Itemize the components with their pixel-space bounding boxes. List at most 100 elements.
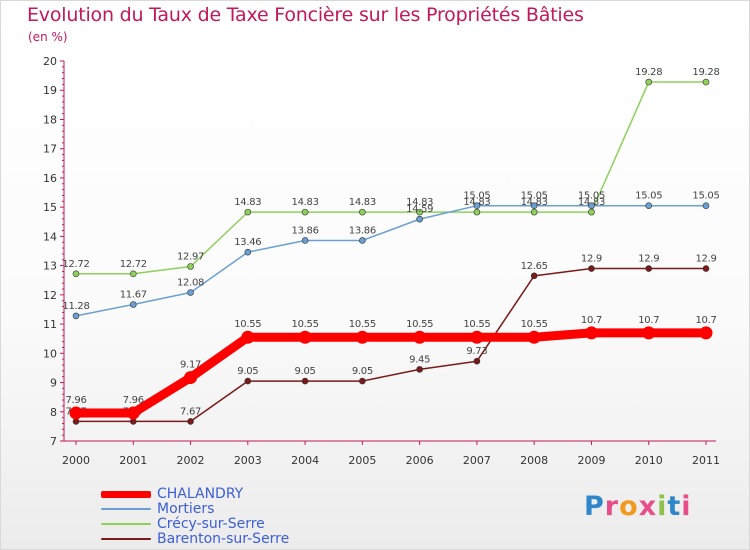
data-label: 13.86: [292, 225, 319, 236]
legend-label-mortiers: Mortiers: [157, 501, 215, 517]
logo-letter: o: [619, 491, 639, 522]
data-label: 12.08: [177, 278, 204, 289]
series-chalandry: 7.96 7.96 9.17 10.55 10.55 10.55 10.55 10.55 10.…: [65, 315, 717, 420]
y-tick-label: 15: [43, 201, 57, 214]
data-label: 9.05: [237, 366, 258, 377]
data-label: 12.97: [177, 251, 204, 262]
data-label: 14.83: [234, 197, 261, 208]
data-label: 15.05: [692, 191, 719, 202]
data-label: 11.28: [62, 301, 89, 312]
data-point: [584, 326, 598, 340]
data-point: [184, 371, 198, 385]
data-point: [298, 330, 312, 344]
data-label: 10.55: [349, 319, 376, 330]
data-label: 15.05: [521, 191, 548, 202]
data-point: [699, 326, 713, 340]
legend-item-chalandry: CHALANDRY: [101, 486, 243, 502]
y-tick-label: 10: [43, 347, 57, 360]
logo-letter: i: [681, 491, 692, 522]
data-label: 9.17: [180, 360, 201, 371]
data-point: [359, 237, 366, 244]
data-label: 14.83: [349, 197, 376, 208]
x-tick-label: 2002: [177, 454, 205, 467]
legend-swatch-crecy: [101, 523, 151, 525]
data-point: [416, 208, 423, 216]
data-point: [359, 377, 366, 385]
data-point: [702, 78, 710, 86]
data-label: 14.83: [292, 197, 319, 208]
series-line: [75, 81, 707, 275]
data-point: [72, 270, 80, 278]
data-point: [359, 208, 366, 216]
logo-letter: r: [604, 491, 620, 522]
data-label: 12.9: [638, 254, 659, 265]
data-label: 12.9: [581, 254, 602, 265]
y-tick-label: 11: [43, 318, 57, 331]
data-point: [527, 330, 541, 344]
y-tick-label: 14: [43, 230, 57, 243]
legend-item-crecy: Crécy-sur-Serre: [101, 516, 265, 532]
data-label: 7.96: [123, 395, 144, 406]
data-point: [187, 289, 194, 296]
logo-letter: t: [667, 491, 682, 522]
data-point: [642, 326, 656, 340]
y-tick-label: 9: [50, 377, 57, 390]
data-point: [244, 208, 252, 216]
series-line: [75, 204, 707, 317]
x-tick-label: 2011: [692, 454, 720, 467]
data-point: [470, 330, 484, 344]
data-label: 12.65: [521, 261, 548, 272]
data-point: [413, 330, 427, 344]
data-point: [301, 237, 309, 244]
data-point: [416, 215, 423, 223]
data-point: [702, 202, 710, 209]
logo-letter: P: [584, 491, 605, 522]
data-point: [530, 202, 538, 209]
data-point: [355, 330, 369, 344]
y-tick-label: 16: [43, 172, 57, 185]
data-label: 7.96: [65, 395, 86, 406]
data-point: [126, 406, 140, 420]
data-label: 10.7: [581, 315, 602, 326]
legend-label-barenton: Barenton-sur-Serre: [157, 531, 290, 547]
data-label: 12.72: [120, 259, 147, 270]
series-line: [71, 328, 711, 418]
data-label: 10.7: [695, 315, 716, 326]
series-cr-cy-sur-serre: 12.7212.7212.9714.8314.8314.8314.8314.83…: [62, 67, 720, 278]
data-label: 9.73: [466, 346, 487, 357]
chart-title: Evolution du Taux de Taxe Foncière sur l…: [27, 4, 584, 26]
data-point: [244, 377, 252, 385]
legend-label-chalandry: CHALANDRY: [157, 486, 244, 502]
y-tick-label: 18: [43, 113, 57, 126]
data-label: 14.59: [406, 204, 433, 215]
proxiti-logo: Proxiti: [584, 491, 692, 522]
x-tick-label: 2000: [62, 454, 90, 467]
x-tick-label: 2004: [291, 454, 319, 467]
x-tick-label: 2008: [520, 454, 548, 467]
data-label: 13.46: [234, 237, 261, 248]
data-label: 15.05: [578, 191, 605, 202]
data-label: 10.55: [521, 319, 548, 330]
data-point: [645, 265, 653, 272]
legend-item-barenton: Barenton-sur-Serre: [101, 531, 289, 547]
x-tick-label: 2010: [635, 454, 663, 467]
data-label: 10.55: [292, 319, 319, 330]
y-tick-label: 7: [50, 435, 57, 448]
data-point: [473, 202, 481, 209]
data-point: [129, 301, 137, 308]
logo-letter: i: [657, 491, 668, 522]
data-label: 10.55: [406, 319, 433, 330]
data-point: [645, 202, 653, 209]
data-label: 14.83: [406, 197, 433, 208]
data-label: 11.67: [120, 289, 147, 300]
x-tick-label: 2001: [119, 454, 147, 467]
data-label: 12.72: [62, 259, 89, 270]
data-point: [473, 208, 481, 216]
data-point: [416, 366, 423, 373]
data-point: [69, 406, 83, 420]
data-point: [473, 357, 481, 365]
x-tick-label: 2006: [406, 454, 434, 467]
data-point: [244, 248, 252, 256]
